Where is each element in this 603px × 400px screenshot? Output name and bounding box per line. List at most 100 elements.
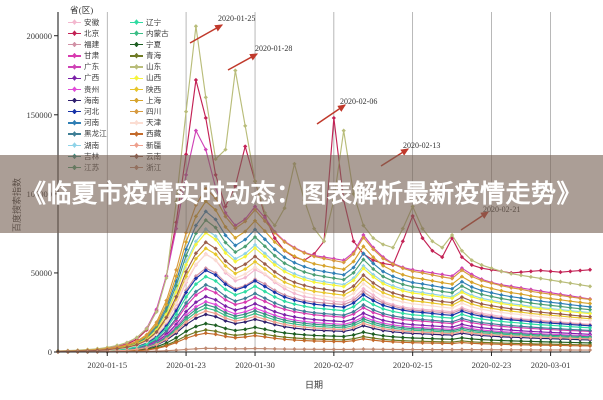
series-marker [282, 248, 287, 253]
series-marker [440, 272, 445, 277]
series-marker [479, 278, 484, 283]
series-marker [203, 252, 208, 257]
series-marker [548, 315, 553, 320]
series-marker [252, 301, 258, 306]
series-marker [499, 338, 504, 343]
series-marker [518, 291, 524, 297]
series-marker [371, 288, 376, 293]
series-marker [568, 317, 573, 322]
series-marker [430, 323, 435, 329]
series-marker [203, 246, 208, 251]
series-marker [430, 298, 435, 303]
series-marker [479, 262, 484, 268]
x-tick-label: 2020-02-07 [314, 360, 354, 370]
series-marker [548, 339, 553, 345]
series-marker [272, 260, 277, 265]
series-marker [499, 310, 504, 315]
series-marker [518, 324, 524, 329]
series-marker [440, 289, 445, 294]
series-marker [312, 305, 317, 310]
series-marker [193, 300, 199, 305]
series-marker [213, 290, 218, 295]
series-marker [558, 321, 563, 326]
series-marker [302, 316, 307, 321]
series-marker [578, 300, 583, 305]
series-marker [252, 254, 258, 259]
series-marker [509, 290, 514, 295]
series-marker [578, 317, 583, 323]
series-marker [213, 252, 218, 257]
series-marker [252, 265, 258, 270]
series-marker [252, 278, 258, 283]
series-marker [262, 317, 267, 322]
series-marker [262, 346, 267, 351]
x-tick-marks [106, 352, 552, 356]
series-marker [331, 304, 336, 309]
series-marker [223, 263, 228, 269]
series-marker [262, 284, 267, 289]
series-marker [568, 322, 573, 327]
series-marker [213, 272, 218, 278]
series-marker [568, 336, 573, 341]
series-marker [233, 346, 238, 351]
series-marker [282, 312, 287, 317]
series-marker [459, 347, 465, 352]
series-marker [410, 312, 415, 317]
series-marker [193, 330, 199, 335]
series-marker [243, 300, 248, 305]
series-marker [449, 316, 455, 321]
series-marker [440, 347, 445, 352]
series-marker [400, 293, 405, 298]
series-marker [183, 260, 189, 265]
series-marker [292, 347, 297, 352]
series-marker [390, 334, 396, 339]
series-marker [371, 236, 376, 241]
series-marker [262, 305, 267, 310]
series-marker [459, 279, 465, 284]
series-marker [371, 347, 376, 352]
series-marker [272, 336, 277, 341]
series-marker [193, 310, 199, 315]
series-marker [203, 240, 208, 245]
series-marker [321, 287, 327, 292]
series-marker [489, 281, 494, 286]
series-marker [400, 321, 405, 326]
series-marker [174, 300, 179, 306]
series-marker [252, 330, 258, 335]
y-tick-label: 50000 [30, 267, 52, 278]
series-marker [341, 302, 346, 307]
series-marker [400, 296, 405, 301]
series-marker [538, 290, 543, 295]
series-marker [440, 331, 445, 336]
series-marker [223, 334, 228, 339]
series-marker [499, 342, 504, 347]
series-marker [243, 319, 248, 325]
series-marker [223, 331, 228, 336]
series-marker [528, 339, 533, 344]
series-marker [213, 311, 218, 316]
series-marker [568, 269, 573, 274]
series-marker [213, 332, 218, 337]
series-marker [449, 290, 455, 295]
series-marker [154, 342, 159, 347]
series-marker [489, 286, 494, 291]
series-marker [587, 336, 593, 341]
series-marker [312, 338, 317, 344]
series-marker [440, 285, 445, 290]
series-marker [321, 297, 327, 302]
series-marker [282, 320, 287, 325]
series-marker [371, 266, 376, 272]
series-marker [420, 330, 425, 335]
series-marker [223, 315, 228, 321]
series-marker [381, 256, 386, 261]
series-marker [331, 327, 336, 332]
series-marker [203, 95, 208, 100]
series-marker [292, 271, 297, 277]
series-marker [449, 313, 455, 318]
series-marker [243, 289, 248, 294]
series-marker [381, 294, 386, 299]
series-marker [282, 239, 287, 245]
series-marker [321, 306, 327, 311]
series-marker [400, 335, 405, 340]
series-marker [449, 232, 455, 238]
